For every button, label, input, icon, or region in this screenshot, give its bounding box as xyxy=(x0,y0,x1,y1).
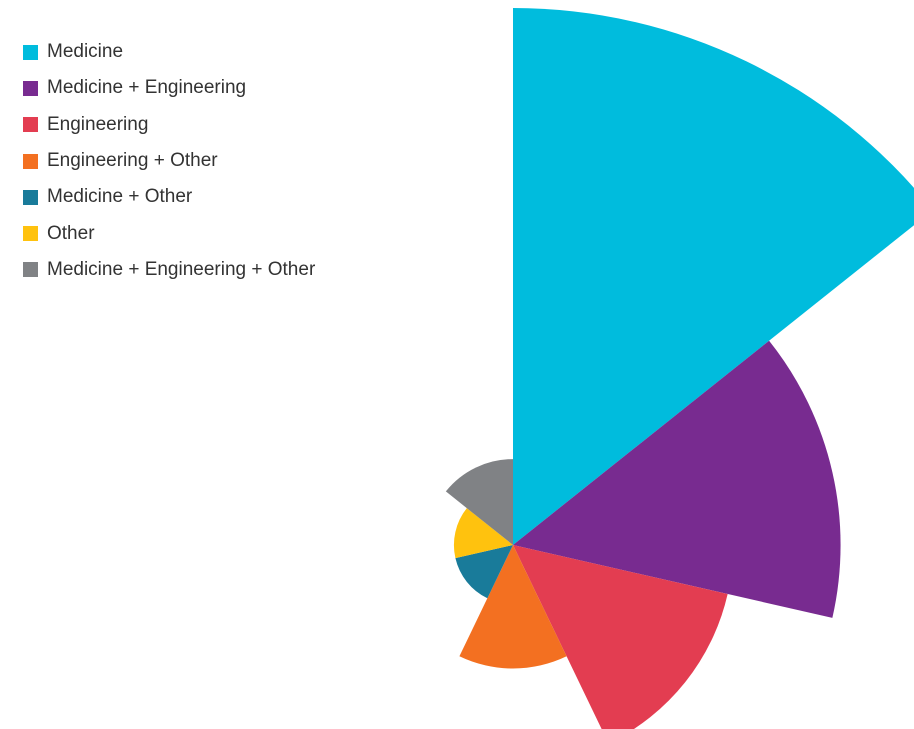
legend-label: Other xyxy=(47,222,95,244)
legend-label: Medicine xyxy=(47,41,124,63)
legend-swatch xyxy=(23,189,38,205)
legend-item-medicine-and-other: Medicine + Other xyxy=(23,179,315,215)
slice-other xyxy=(453,508,513,559)
slice-medicine-and-engineering xyxy=(513,340,841,618)
legend-swatch xyxy=(23,117,38,133)
legend-swatch xyxy=(23,262,38,278)
legend-item-medicine-and-engineering-and-other: Medicine + Engineering + Other xyxy=(23,252,315,288)
legend-swatch xyxy=(23,80,38,96)
legend-label: Engineering xyxy=(47,113,149,135)
slice-medicine xyxy=(513,8,914,545)
slice-medicine-and-engineering-and-other xyxy=(445,459,513,545)
legend-item-engineering-and-other: Engineering + Other xyxy=(23,143,315,179)
legend-label: Medicine + Other xyxy=(47,186,193,208)
slice-engineering-and-other xyxy=(459,545,567,669)
slice-engineering xyxy=(513,545,728,729)
legend-label: Medicine + Engineering xyxy=(47,77,247,99)
legend-label: Medicine + Engineering + Other xyxy=(47,258,316,280)
slice-medicine-and-other xyxy=(455,545,513,599)
legend-item-engineering: Engineering xyxy=(23,107,315,143)
legend-item-medicine-and-engineering: Medicine + Engineering xyxy=(23,70,315,106)
legend-item-medicine: Medicine xyxy=(23,34,315,70)
legend-swatch xyxy=(23,226,38,242)
legend-item-other: Other xyxy=(23,215,315,251)
legend-swatch xyxy=(23,153,38,169)
legend-swatch xyxy=(23,44,38,60)
legend-label: Engineering + Other xyxy=(47,150,218,172)
chart-legend: Medicine Medicine + Engineering Engineerin… xyxy=(23,34,315,288)
